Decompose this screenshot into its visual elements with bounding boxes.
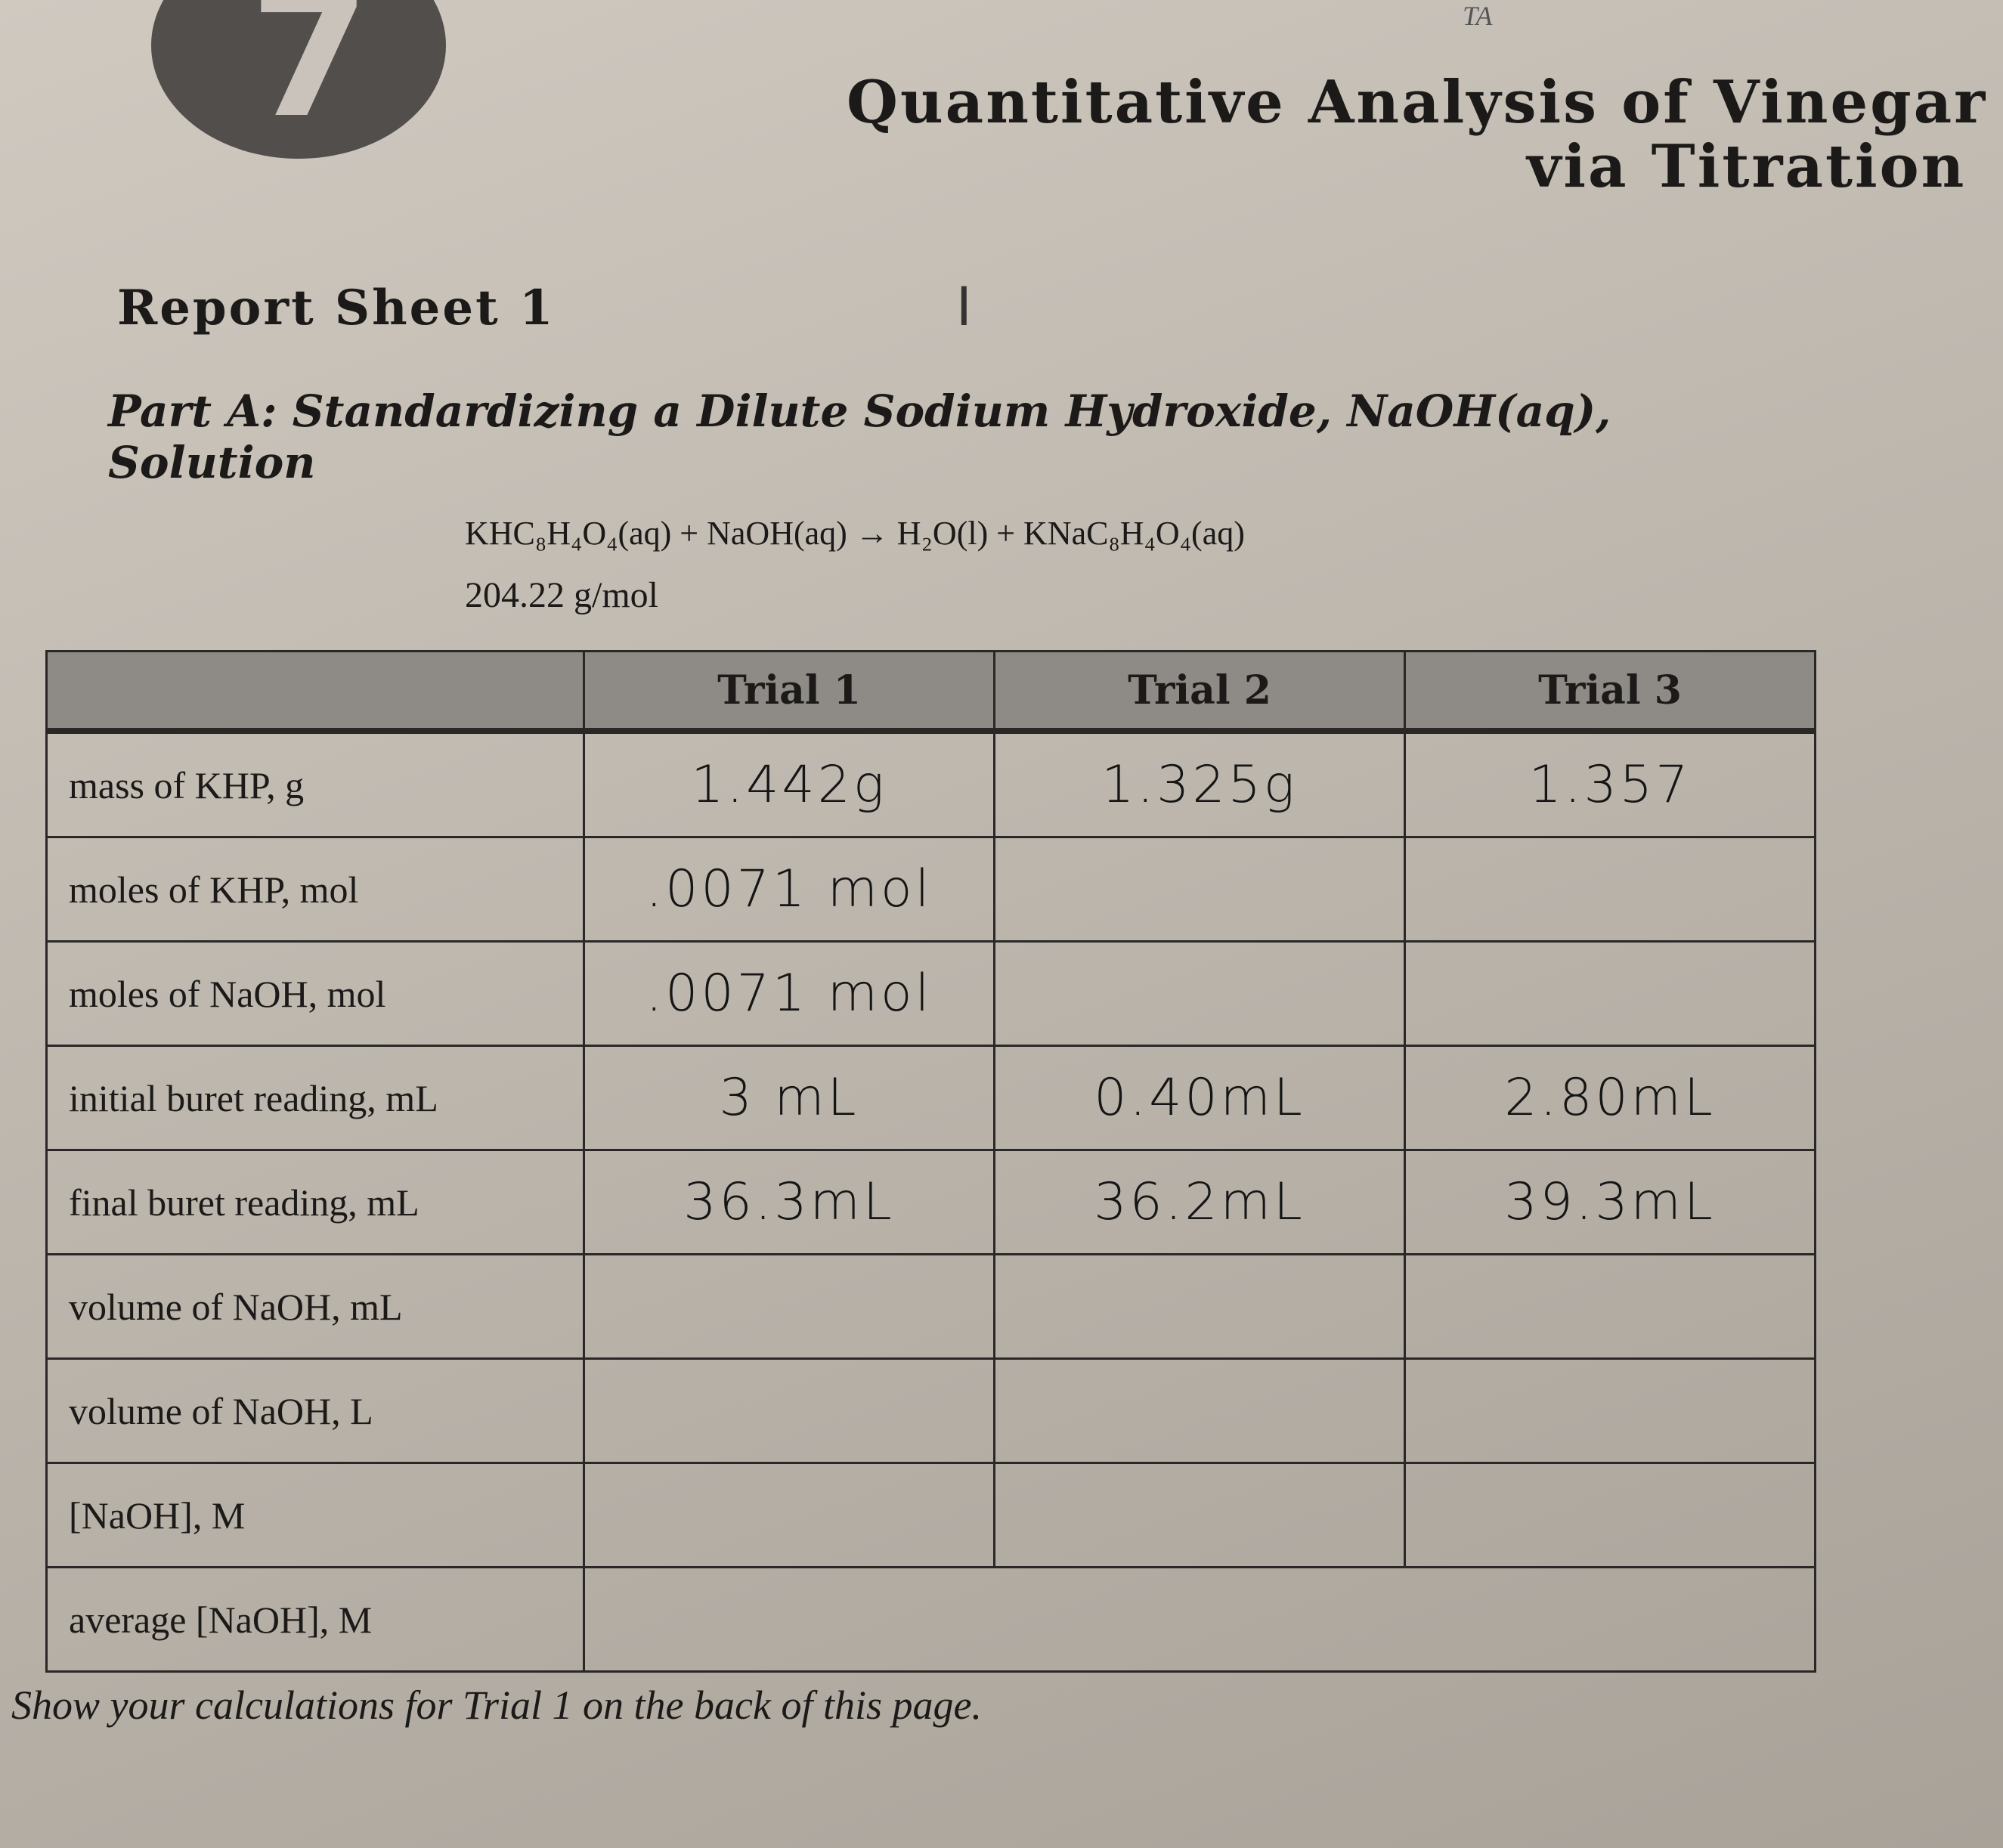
header-cell [45, 650, 585, 734]
table-row: [NaOH], M [45, 1462, 1816, 1568]
entry-cell [1404, 1253, 1816, 1360]
entry-cell [993, 836, 1406, 943]
entry-cell [1404, 1357, 1816, 1464]
entry-cell: 1.442g [583, 729, 995, 838]
column-header: Trial 1 [583, 650, 995, 734]
entry-cell: .0071 mol [583, 940, 995, 1047]
table-row: final buret reading, mL 36.3mL 36.2mL 39.3m… [45, 1149, 1816, 1255]
part-heading: Part A: Standardizing a Dilute Sodium Hy… [108, 385, 1611, 437]
entry-cell [993, 1357, 1406, 1464]
entry-cell: 36.2mL [993, 1149, 1406, 1255]
entry-cell [583, 1253, 995, 1360]
row-label: moles of NaOH, mol [45, 940, 585, 1047]
entry-cell: .0071 mol [583, 836, 995, 943]
part-heading: Solution [108, 437, 316, 488]
row-label: average [NaOH], M [45, 1566, 585, 1673]
title: Quantitative Analysis of Vinegar [847, 68, 1988, 137]
chapter-number: 7 [249, 0, 371, 156]
entry-cell [583, 1566, 1816, 1673]
ta-label: TA [1463, 1, 1493, 31]
entry-cell [993, 1462, 1406, 1568]
entry-cell [1404, 1462, 1816, 1568]
table-row: volume of NaOH, L [45, 1357, 1816, 1464]
report-table: Trial 1 Trial 2 Trial 3 mass of KHP, g 1.442… [45, 650, 1816, 1673]
table-row: mass of KHP, g 1.442g 1.325g 1.357 [45, 729, 1816, 838]
entry-cell [993, 940, 1406, 1047]
title: via Titration [1527, 132, 1967, 201]
column-header: Trial 2 [993, 650, 1406, 734]
row-label: mass of KHP, g [45, 729, 585, 838]
entry-cell [993, 1253, 1406, 1360]
table-row: moles of KHP, mol .0071 mol [45, 836, 1816, 943]
entry-cell: 36.3mL [583, 1149, 995, 1255]
footer-note: Show your calculations for Trial 1 on th… [11, 1682, 982, 1728]
entry-cell: 1.325g [993, 729, 1406, 838]
handwritten-mark: I [956, 276, 972, 338]
table-row: volume of NaOH, mL [45, 1253, 1816, 1360]
entry-cell: 0.40mL [993, 1045, 1406, 1151]
row-label: final buret reading, mL [45, 1149, 585, 1255]
row-label: volume of NaOH, L [45, 1357, 585, 1464]
equation: KHC₈H₄O₄(aq) + NaOH(aq) → H₂O(l) + KNaC₈… [465, 515, 1245, 552]
table-row: initial buret reading, mL 3 mL 0.40mL 2.80m… [45, 1045, 1816, 1151]
row-label: [NaOH], M [45, 1462, 585, 1568]
report-sheet-heading: Report Sheet 1 [117, 280, 556, 336]
row-label: volume of NaOH, mL [45, 1253, 585, 1360]
entry-cell: 39.3mL [1404, 1149, 1816, 1255]
entry-cell: 2.80mL [1404, 1045, 1816, 1151]
entry-cell [583, 1462, 995, 1568]
average-row: average [NaOH], M [45, 1566, 1816, 1673]
entry-cell [1404, 940, 1816, 1047]
table-row: moles of NaOH, mol .0071 mol [45, 940, 1816, 1047]
header-row: Trial 1 Trial 2 Trial 3 [45, 650, 1816, 734]
molar-mass: 204.22 g/mol [465, 575, 659, 615]
entry-cell [1404, 836, 1816, 943]
row-label: initial buret reading, mL [45, 1045, 585, 1151]
entry-cell: 1.357 [1404, 729, 1816, 838]
entry-cell [583, 1357, 995, 1464]
row-label: moles of KHP, mol [45, 836, 585, 943]
column-header: Trial 3 [1404, 650, 1816, 734]
entry-cell: 3 mL [583, 1045, 995, 1151]
